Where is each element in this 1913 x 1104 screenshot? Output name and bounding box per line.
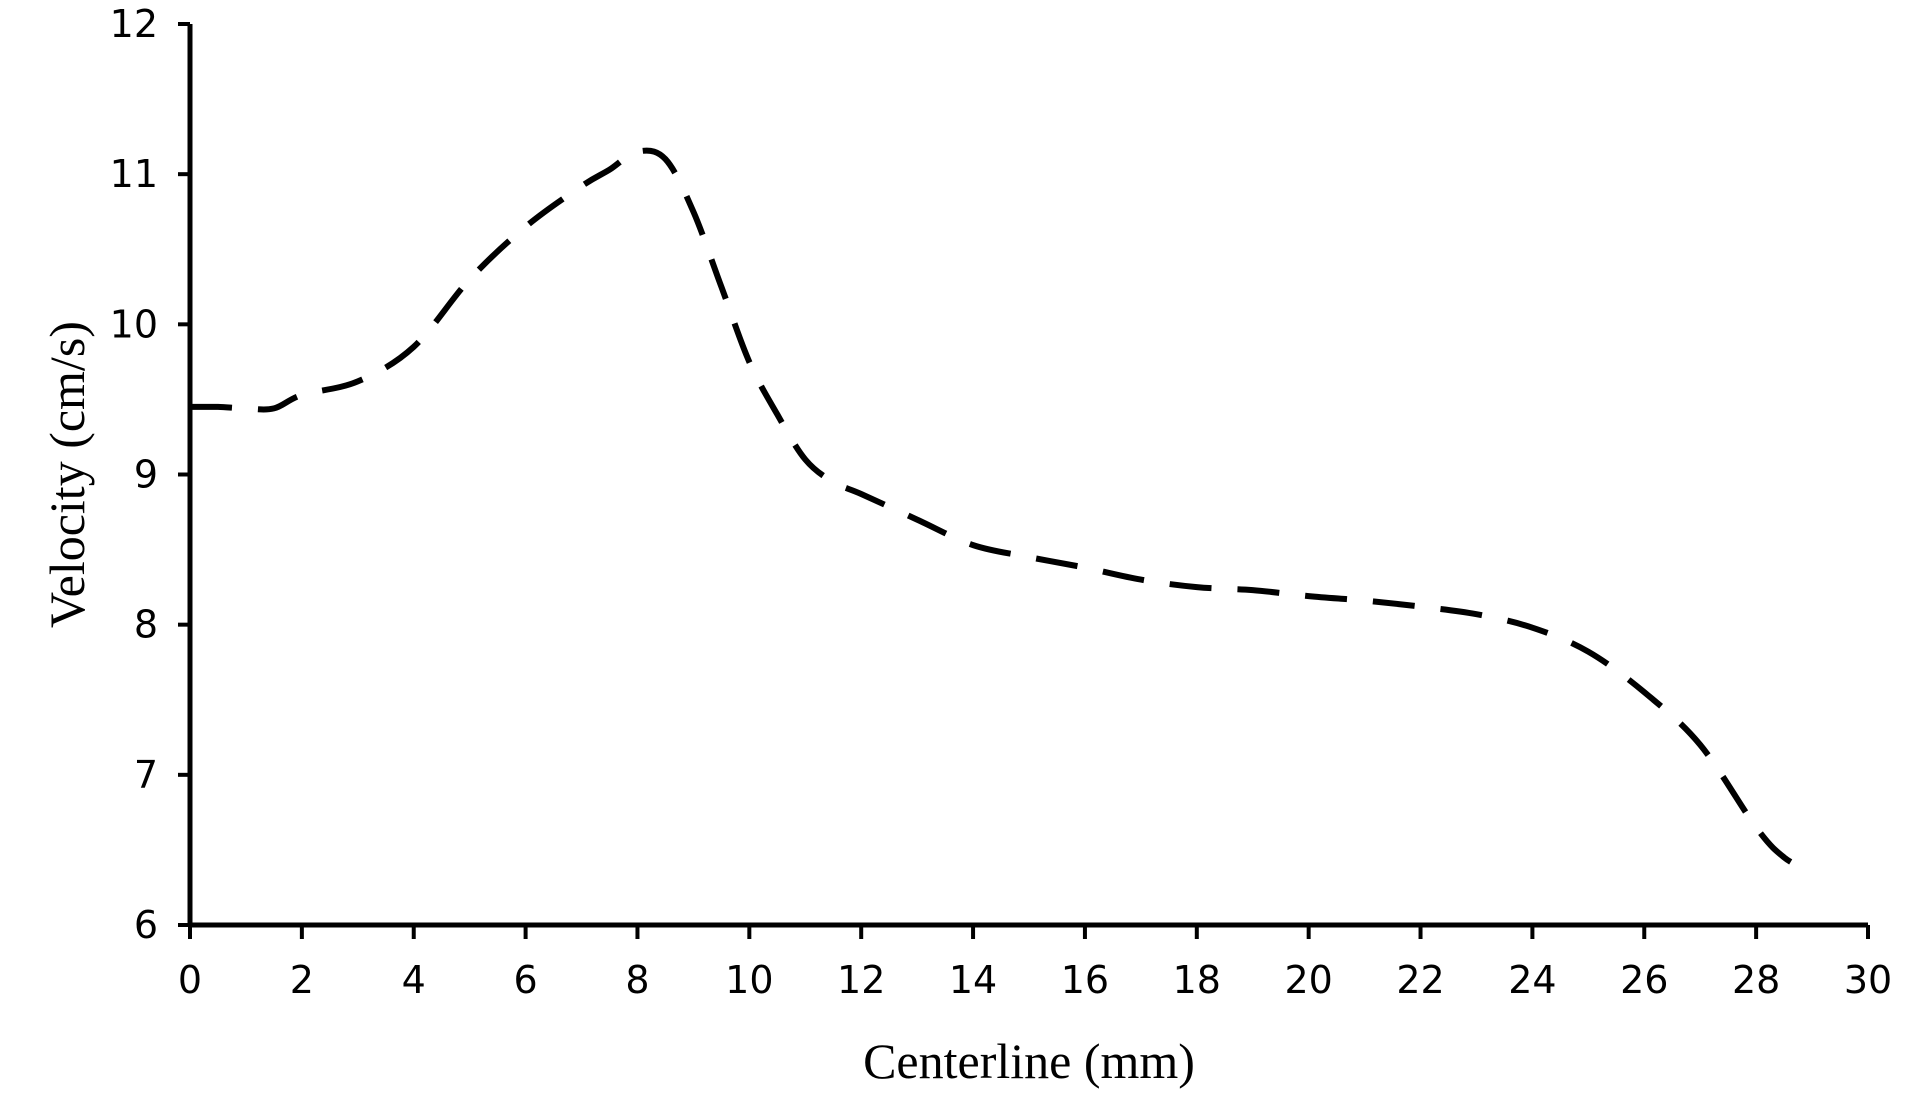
x-tick-label: 14 xyxy=(949,958,997,1002)
x-tick-label: 26 xyxy=(1620,958,1668,1002)
x-tick-label: 24 xyxy=(1508,958,1556,1002)
x-tick-label: 4 xyxy=(402,958,426,1002)
x-tick-label: 20 xyxy=(1284,958,1332,1002)
x-tick-label: 0 xyxy=(178,958,202,1002)
y-tick-label: 12 xyxy=(110,2,158,46)
x-tick-label: 16 xyxy=(1061,958,1109,1002)
velocity-series-line xyxy=(189,147,1814,876)
x-tick-label: 2 xyxy=(290,958,314,1002)
x-tick-label: 18 xyxy=(1173,958,1221,1002)
x-axis-title: Centerline (mm) xyxy=(863,1033,1195,1089)
x-tick-label: 10 xyxy=(725,958,773,1002)
x-tick-label: 6 xyxy=(514,958,538,1002)
y-tick-label: 8 xyxy=(134,603,158,647)
y-tick-label: 6 xyxy=(134,903,158,947)
x-tick-label: 8 xyxy=(625,958,649,1002)
y-axis-title: Velocity (cm/s) xyxy=(39,321,95,628)
x-tick-label: 22 xyxy=(1396,958,1444,1002)
x-tick-label: 12 xyxy=(837,958,885,1002)
x-tick-label: 28 xyxy=(1732,958,1780,1002)
x-tick-label: 30 xyxy=(1844,958,1892,1002)
y-axis-ticks: 6 7 8 9 10 11 12 xyxy=(110,2,190,947)
y-tick-label: 11 xyxy=(110,152,158,196)
y-tick-label: 7 xyxy=(134,753,158,797)
x-axis-ticks: 0 2 4 6 8 10 12 14 16 18 20 22 24 26 28 30 xyxy=(178,925,1892,1002)
y-tick-label: 10 xyxy=(110,302,158,346)
y-tick-label: 9 xyxy=(134,453,158,497)
